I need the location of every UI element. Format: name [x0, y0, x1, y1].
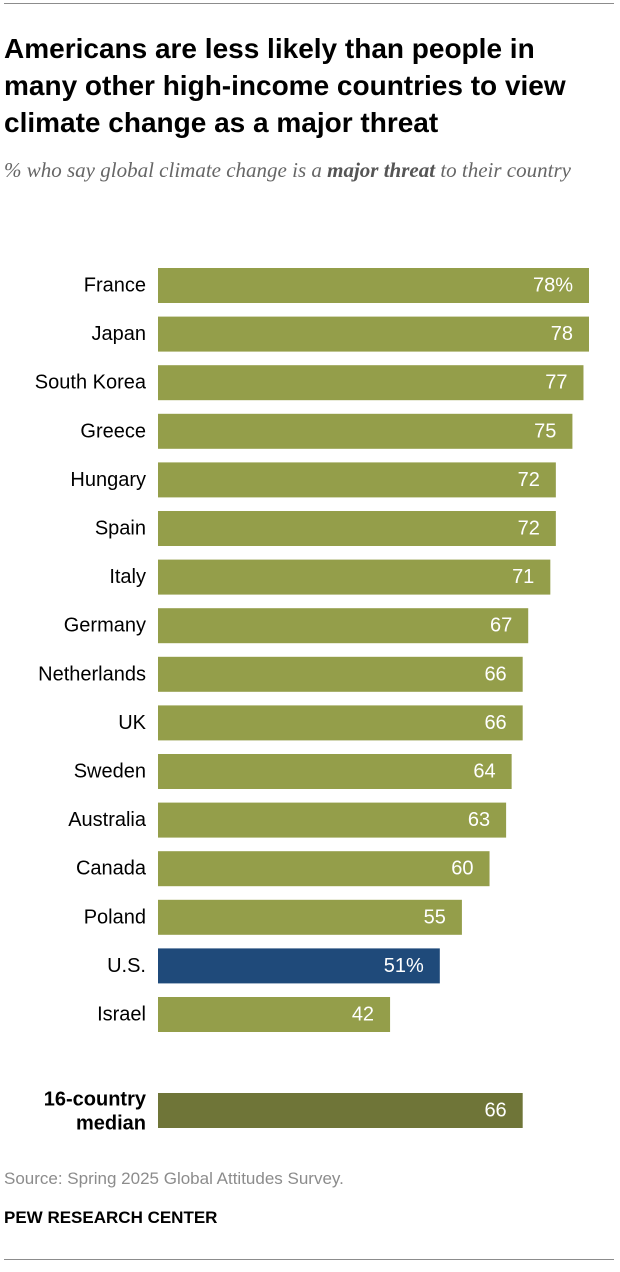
value-label-israel: 42 — [352, 1004, 374, 1026]
bar-australia — [158, 802, 507, 838]
bottom-rule — [4, 1259, 614, 1260]
value-label-median: 66 — [484, 1100, 506, 1122]
category-label-south-korea: South Korea — [35, 372, 147, 394]
bar-chart: France 78% Japan 78 South Korea 77 Greece 75 Hun… — [35, 268, 589, 1135]
value-label-italy: 71 — [512, 566, 534, 588]
category-label-italy: Italy — [109, 566, 146, 588]
top-rule — [4, 3, 614, 4]
value-label-sweden: 64 — [473, 761, 495, 783]
value-label-germany: 67 — [490, 615, 512, 637]
category-label-greece: Greece — [80, 420, 146, 442]
value-label-spain: 72 — [518, 518, 540, 540]
category-label-france: France — [84, 275, 146, 297]
value-label-netherlands: 66 — [484, 663, 506, 685]
bar-uk — [158, 705, 523, 741]
value-label-australia: 63 — [468, 809, 490, 831]
value-label-greece: 75 — [534, 420, 556, 442]
category-label-canada: Canada — [76, 858, 147, 880]
bar-canada — [158, 851, 490, 887]
value-label-hungary: 72 — [518, 469, 540, 491]
category-label-hungary: Hungary — [70, 469, 146, 491]
value-label-canada: 60 — [451, 858, 473, 880]
chart-subtitle: % who say global climate change is a maj… — [4, 155, 614, 186]
subtitle-emphasis: major threat — [327, 158, 436, 182]
subtitle-text-end: to their country — [435, 158, 571, 182]
bar-south-korea — [158, 365, 584, 401]
category-label-poland: Poland — [84, 906, 146, 928]
category-label-sweden: Sweden — [74, 761, 146, 783]
bar-poland — [158, 899, 462, 935]
value-label-south-korea: 77 — [545, 372, 567, 394]
category-label-israel: Israel — [97, 1004, 146, 1026]
source-note: Source: Spring 2025 Global Attitudes Sur… — [4, 1169, 344, 1188]
category-label-u-s: U.S. — [107, 955, 146, 977]
value-label-u-s: 51% — [384, 955, 424, 977]
value-label-japan: 78 — [551, 323, 573, 345]
bar-germany — [158, 608, 529, 644]
bar-u-s — [158, 948, 440, 984]
bar-italy — [158, 559, 551, 595]
category-label-spain: Spain — [95, 518, 146, 540]
category-label-germany: Germany — [64, 615, 146, 637]
category-label-australia: Australia — [68, 809, 147, 831]
bar-greece — [158, 413, 573, 449]
bar-sweden — [158, 754, 512, 789]
bar-israel — [158, 997, 391, 1032]
bar-median — [158, 1093, 523, 1128]
bar-spain — [158, 511, 556, 546]
bar-france — [158, 268, 589, 303]
category-label-japan: Japan — [92, 323, 147, 345]
value-label-poland: 55 — [424, 906, 446, 928]
category-label-netherlands: Netherlands — [38, 663, 146, 685]
subtitle-text-start: % who say global climate change is a — [4, 158, 328, 182]
value-label-france: 78% — [533, 275, 573, 297]
category-label-uk: UK — [118, 712, 146, 734]
category-label-median-line-1: 16-country — [44, 1089, 147, 1111]
chart-title: Americans are less likely than people in… — [4, 33, 566, 138]
bar-netherlands — [158, 656, 523, 692]
value-label-uk: 66 — [484, 712, 506, 734]
category-label-median-line-2: median — [76, 1113, 146, 1135]
bar-japan — [158, 316, 589, 352]
brand-name: PEW RESEARCH CENTER — [4, 1208, 218, 1227]
bar-hungary — [158, 462, 556, 498]
